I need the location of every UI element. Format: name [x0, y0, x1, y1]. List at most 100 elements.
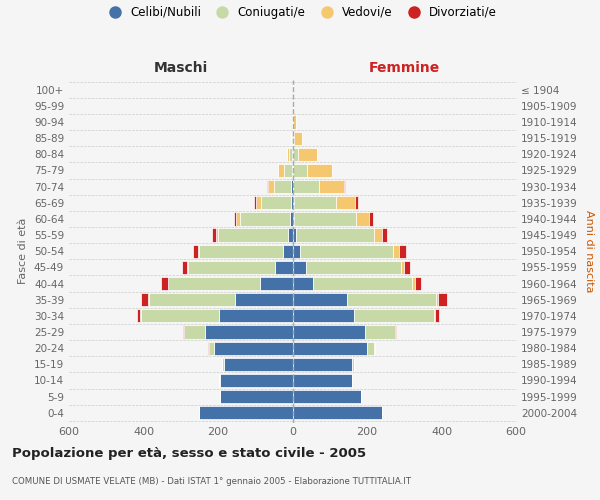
Bar	[235, 293, 293, 306]
Bar	[293, 148, 298, 161]
Bar	[395, 326, 397, 338]
Bar	[293, 277, 313, 290]
Bar	[293, 212, 295, 226]
Bar	[256, 196, 261, 209]
Y-axis label: Fasce di età: Fasce di età	[19, 218, 28, 284]
Legend: Celibi/Nubili, Coniugati/e, Vedovi/e, Divorziati/e: Celibi/Nubili, Coniugati/e, Vedovi/e, Di…	[103, 6, 497, 19]
Bar	[209, 342, 214, 355]
Bar	[354, 309, 434, 322]
Bar	[254, 196, 256, 209]
Bar	[240, 212, 290, 226]
Bar	[292, 116, 293, 128]
Bar	[292, 180, 293, 194]
Bar	[188, 261, 275, 274]
Text: COMUNE DI USMATE VELATE (MB) - Dati ISTAT 1° gennaio 2005 - Elaborazione TUTTITA: COMUNE DI USMATE VELATE (MB) - Dati ISTA…	[12, 478, 411, 486]
Bar	[274, 180, 292, 194]
Bar	[292, 164, 293, 177]
Bar	[235, 212, 236, 226]
Bar	[296, 228, 374, 241]
Bar	[199, 406, 293, 419]
Bar	[293, 261, 305, 274]
Bar	[398, 244, 406, 258]
Bar	[293, 293, 347, 306]
Bar	[412, 277, 415, 290]
Bar	[187, 261, 188, 274]
Bar	[168, 277, 169, 290]
Bar	[293, 390, 361, 404]
Bar	[148, 293, 149, 306]
Bar	[193, 244, 198, 258]
Bar	[347, 293, 436, 306]
Bar	[261, 196, 291, 209]
Bar	[278, 164, 284, 177]
Bar	[287, 148, 289, 161]
Bar	[212, 228, 216, 241]
Bar	[293, 244, 300, 258]
Bar	[293, 116, 296, 128]
Bar	[313, 277, 412, 290]
Bar	[352, 358, 354, 371]
Bar	[199, 244, 283, 258]
Bar	[140, 309, 220, 322]
Bar	[367, 342, 374, 355]
Bar	[369, 212, 373, 226]
Bar	[293, 358, 352, 371]
Bar	[293, 196, 337, 209]
Bar	[161, 277, 168, 290]
Bar	[220, 390, 293, 404]
Bar	[275, 261, 293, 274]
Bar	[415, 277, 421, 290]
Bar	[184, 326, 205, 338]
Bar	[382, 228, 388, 241]
Bar	[290, 212, 293, 226]
Bar	[337, 196, 355, 209]
Bar	[289, 148, 292, 161]
Bar	[295, 132, 302, 145]
Bar	[300, 244, 393, 258]
Bar	[319, 180, 344, 194]
Bar	[214, 342, 293, 355]
Bar	[356, 212, 369, 226]
Bar	[283, 244, 293, 258]
Bar	[289, 228, 293, 241]
Bar	[236, 212, 240, 226]
Bar	[284, 164, 292, 177]
Bar	[218, 228, 289, 241]
Bar	[401, 261, 404, 274]
Bar	[434, 309, 435, 322]
Bar	[291, 196, 293, 209]
Bar	[344, 180, 346, 194]
Bar	[293, 309, 354, 322]
Bar	[220, 374, 293, 387]
Bar	[305, 261, 401, 274]
Bar	[141, 293, 148, 306]
Bar	[205, 326, 293, 338]
Bar	[293, 228, 296, 241]
Bar	[223, 358, 224, 371]
Bar	[298, 148, 317, 161]
Bar	[224, 358, 293, 371]
Bar	[374, 228, 382, 241]
Text: Femmine: Femmine	[368, 61, 440, 75]
Bar	[404, 261, 410, 274]
Bar	[293, 326, 365, 338]
Bar	[307, 164, 332, 177]
Bar	[220, 309, 293, 322]
Bar	[435, 309, 439, 322]
Bar	[293, 342, 367, 355]
Bar	[295, 212, 356, 226]
Y-axis label: Anni di nascita: Anni di nascita	[584, 210, 594, 292]
Bar	[169, 277, 260, 290]
Text: Maschi: Maschi	[154, 61, 208, 75]
Bar	[293, 374, 352, 387]
Bar	[438, 293, 447, 306]
Bar	[149, 293, 235, 306]
Bar	[268, 180, 274, 194]
Text: Popolazione per età, sesso e stato civile - 2005: Popolazione per età, sesso e stato civil…	[12, 448, 366, 460]
Bar	[216, 228, 218, 241]
Bar	[198, 244, 199, 258]
Bar	[182, 261, 187, 274]
Bar	[293, 164, 307, 177]
Bar	[393, 244, 398, 258]
Bar	[137, 309, 140, 322]
